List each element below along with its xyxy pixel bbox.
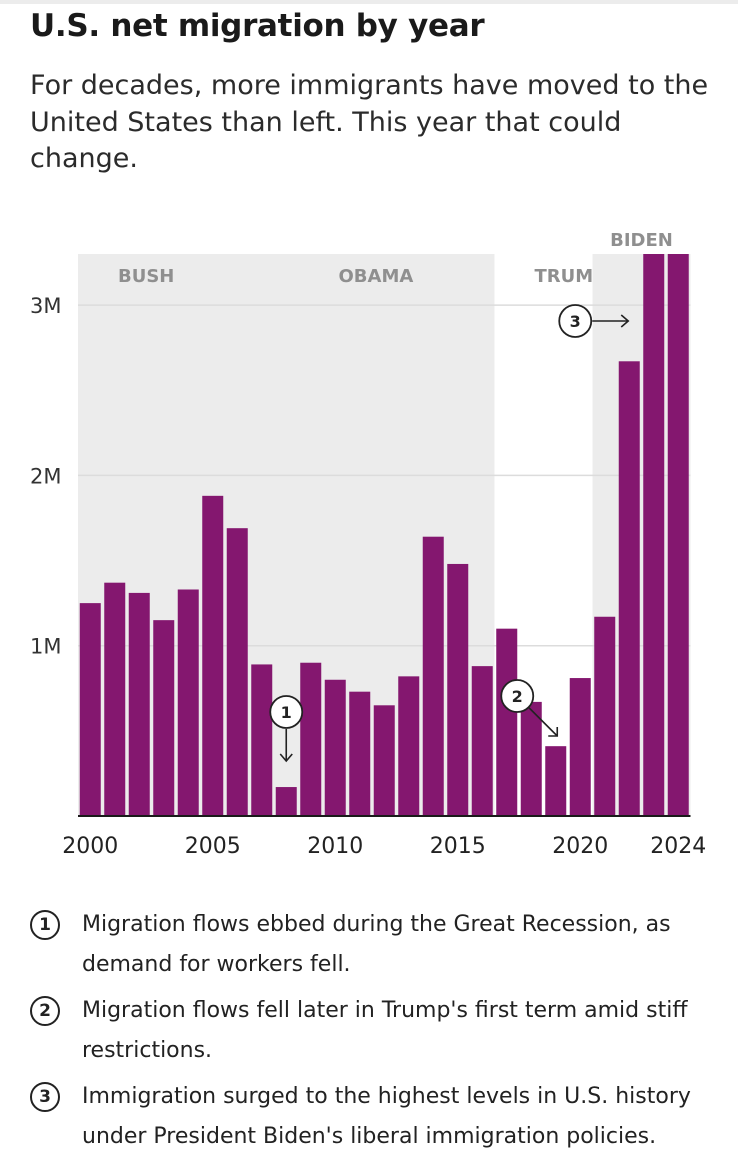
bar-2024 — [667, 254, 689, 816]
annotation-1-label: 1 — [281, 703, 292, 722]
bar-2016 — [471, 666, 493, 816]
note-1-text: Migration flows ebbed during the Great R… — [82, 912, 671, 977]
note-3: 3 Immigration surged to the highest leve… — [30, 1077, 710, 1157]
chart-subtitle: For decades, more immigrants have moved … — [30, 70, 709, 175]
x-tick-label-2020: 2020 — [552, 834, 608, 859]
note-1: 1 Migration flows ebbed during the Great… — [30, 905, 710, 985]
note-3-text: Immigration surged to the highest levels… — [82, 1084, 691, 1149]
annotation-2-arrow — [528, 707, 558, 737]
y-tick-label-3M: 3M — [30, 294, 61, 318]
annotation-2-arrowhead — [548, 727, 559, 737]
bar-2008 — [275, 787, 297, 816]
bar-2001 — [104, 582, 126, 816]
x-tick-label-2010: 2010 — [307, 834, 363, 859]
annotation-3-badge — [558, 304, 593, 338]
bar-2000 — [79, 603, 101, 816]
annotation-1-arrowhead — [279, 753, 293, 763]
annotation-2-badge — [500, 679, 535, 713]
x-tick-label-2005: 2005 — [185, 834, 241, 859]
chart-title: U.S. net migration by year — [30, 8, 485, 44]
bar-2012 — [373, 705, 395, 816]
bar-2011 — [349, 691, 371, 816]
annotation-2-label: 2 — [512, 687, 523, 706]
annotation-markers: 1 2 3 — [269, 304, 630, 763]
bar-2019 — [545, 746, 567, 816]
note-2-text: Migration flows fell later in Trump's fi… — [82, 998, 688, 1063]
note-2: 2 Migration flows fell later in Trump's … — [30, 991, 710, 1071]
bar-2013 — [398, 676, 420, 816]
bar-2003 — [153, 620, 175, 816]
bar-2006 — [226, 528, 248, 816]
bar-2010 — [324, 679, 346, 816]
annotation-1-badge — [269, 695, 304, 729]
annotation-3-label: 3 — [570, 312, 581, 331]
y-tick-label-1M: 1M — [30, 635, 61, 659]
x-tick-label-2000: 2000 — [62, 834, 118, 859]
annotation-notes: 1 Migration flows ebbed during the Great… — [30, 905, 710, 1163]
admin-label-trump: TRUMP — [535, 266, 607, 287]
annotation-marker-2: 2 — [500, 679, 559, 737]
annotation-marker-3: 3 — [558, 304, 630, 338]
bar-2007 — [251, 664, 273, 816]
annotation-marker-1: 1 — [269, 695, 304, 763]
bar-2017 — [496, 628, 518, 816]
bar-2014 — [422, 536, 444, 816]
note-1-badge: 1 — [30, 910, 60, 940]
note-3-badge: 3 — [30, 1082, 60, 1112]
bar-2002 — [128, 592, 150, 816]
note-2-badge: 2 — [30, 996, 60, 1026]
bar-2004 — [177, 589, 199, 816]
bar-2009 — [300, 662, 322, 816]
admin-label-obama: OBAMA — [339, 266, 414, 287]
admin-label-biden: BIDEN — [610, 230, 673, 251]
admin-label-bush: BUSH — [118, 266, 174, 287]
bar-2021 — [594, 616, 616, 816]
annotation-3-arrowhead — [620, 314, 630, 328]
x-tick-label-2015: 2015 — [430, 834, 486, 859]
y-tick-label-2M: 2M — [30, 464, 61, 488]
bar-2020 — [569, 678, 591, 816]
bar-2005 — [202, 495, 224, 816]
top-divider — [0, 0, 738, 4]
bar-2023 — [643, 254, 665, 816]
bar-2022 — [618, 361, 640, 816]
bar-2018 — [520, 701, 542, 816]
x-tick-label-2024: 2024 — [650, 834, 706, 859]
bar-2015 — [447, 563, 469, 816]
